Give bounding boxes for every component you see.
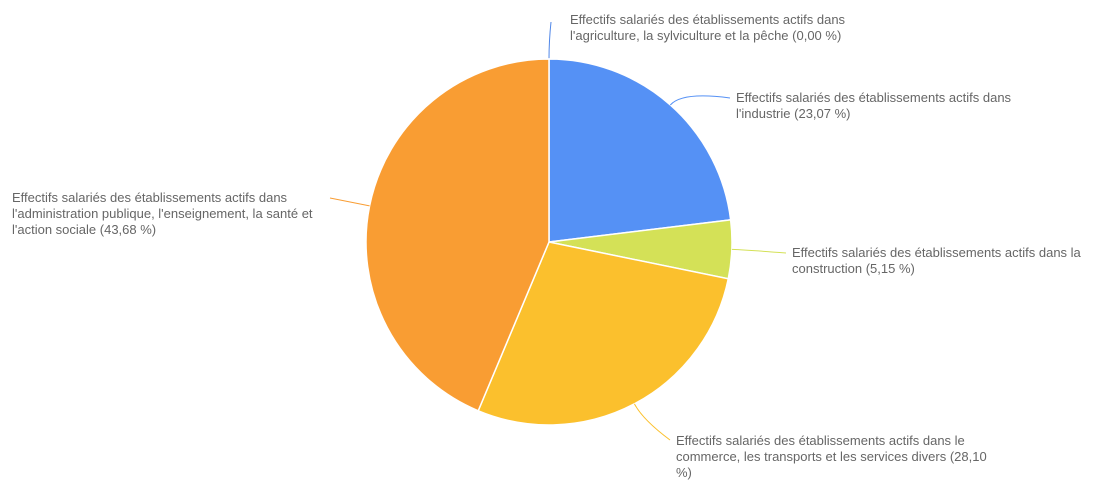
leader-line [633, 403, 671, 441]
category-label: Effectifs salariés des établissements ac… [12, 190, 313, 237]
slice-label: Effectifs salariés des établissements ac… [736, 90, 1061, 122]
slice-label: Effectifs salariés des établissements ac… [12, 190, 337, 238]
leader-line [731, 248, 787, 254]
slice-label: Effectifs salariés des établissements ac… [570, 12, 895, 44]
leader-line [329, 197, 370, 207]
leader-line [548, 21, 552, 60]
pie-slice [548, 58, 732, 243]
slice-label: Effectifs salariés des établissements ac… [676, 433, 1001, 481]
category-label: Effectifs salariés des établissements ac… [736, 90, 1012, 121]
value-label: (0,00 %) [792, 28, 842, 43]
pie-slice [477, 241, 730, 426]
value-label: (5,15 %) [865, 261, 915, 276]
category-label: Effectifs salariés des établissements ac… [792, 245, 1081, 276]
leader-line [669, 95, 731, 106]
pie-slice [365, 58, 550, 412]
value-label: (43,68 %) [99, 222, 157, 237]
category-label: Effectifs salariés des établissements ac… [676, 433, 965, 464]
slice-label: Effectifs salariés des établissements ac… [792, 245, 1101, 277]
value-label: (23,07 %) [794, 106, 851, 121]
value-label: (28,10 %) [676, 449, 987, 480]
category-label: Effectifs salariés des établissements ac… [570, 12, 846, 43]
